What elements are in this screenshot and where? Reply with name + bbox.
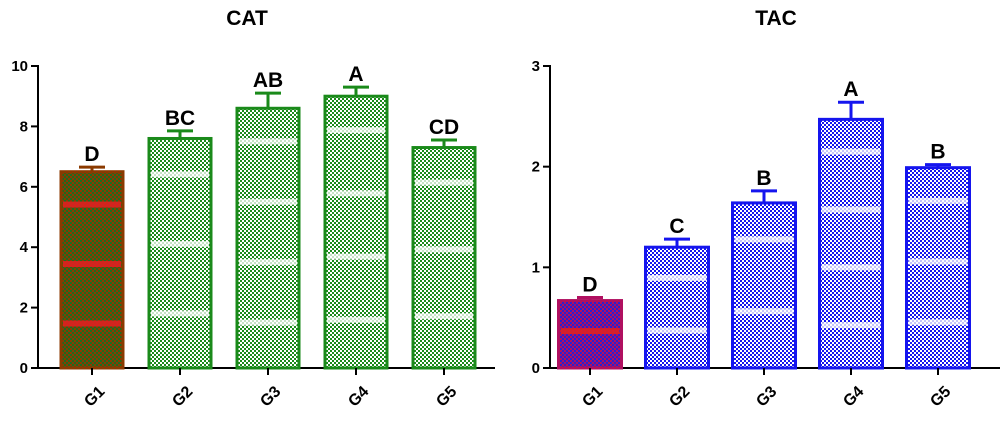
x-tick-label: G1 bbox=[579, 383, 606, 410]
bar-band bbox=[821, 264, 881, 271]
y-tick-label: 8 bbox=[20, 118, 28, 135]
y-tick-label: 2 bbox=[532, 159, 540, 176]
x-tick-label: G3 bbox=[257, 383, 284, 410]
chart-cat: CAT 0 2 4 6 8 10 D G1 BC G2 AB G3 A G4 CD G5 bbox=[11, 7, 495, 410]
bar-band bbox=[239, 198, 297, 205]
bar-band bbox=[151, 310, 209, 317]
bar-band bbox=[734, 236, 794, 243]
significance-label: AB bbox=[253, 69, 283, 92]
bar bbox=[731, 201, 797, 370]
bar-band bbox=[821, 206, 881, 213]
significance-label: B bbox=[930, 141, 945, 164]
bar-band bbox=[239, 319, 297, 326]
significance-label: D bbox=[582, 274, 597, 297]
bar-band bbox=[415, 246, 473, 253]
x-tick-label: G1 bbox=[81, 383, 108, 410]
x-tick-label: G3 bbox=[753, 383, 780, 410]
bar-band bbox=[239, 259, 297, 266]
bar-band bbox=[647, 327, 707, 334]
bar-band bbox=[647, 274, 707, 281]
significance-label: A bbox=[843, 78, 858, 101]
bar-band bbox=[734, 308, 794, 315]
y-tick-label: 1 bbox=[532, 259, 540, 276]
bar-band bbox=[63, 261, 121, 268]
bar bbox=[235, 106, 301, 370]
bar bbox=[905, 166, 971, 370]
significance-label: A bbox=[348, 63, 363, 86]
x-tick-label: G4 bbox=[840, 383, 867, 410]
bar-band bbox=[327, 316, 385, 323]
y-tick-label: 10 bbox=[11, 58, 28, 75]
bar-band bbox=[908, 258, 968, 265]
bar-band bbox=[560, 328, 620, 335]
bar-band bbox=[821, 148, 881, 155]
y-tick-label: 4 bbox=[20, 239, 29, 256]
y-tick-label: 6 bbox=[20, 179, 28, 196]
y-tick-label: 0 bbox=[532, 360, 540, 377]
bar bbox=[644, 245, 710, 370]
bar-band bbox=[327, 190, 385, 197]
bar bbox=[557, 299, 623, 370]
bar-band bbox=[821, 322, 881, 329]
bar-band bbox=[239, 138, 297, 145]
bar bbox=[59, 170, 125, 370]
x-tick-label: G5 bbox=[433, 383, 460, 410]
bar-band bbox=[151, 240, 209, 247]
bar-band bbox=[908, 319, 968, 326]
significance-label: BC bbox=[165, 107, 195, 130]
bar bbox=[323, 94, 389, 370]
chart-tac: TAC 0 1 2 3 D G1 C G2 B G3 A G4 B G5 bbox=[532, 7, 1000, 410]
y-tick-label: 0 bbox=[20, 360, 28, 377]
bar-band bbox=[415, 313, 473, 320]
chart-title: CAT bbox=[226, 7, 268, 30]
bar-band bbox=[63, 201, 121, 208]
bar-band bbox=[151, 171, 209, 178]
bar-band bbox=[327, 253, 385, 260]
x-tick-label: G2 bbox=[169, 383, 196, 410]
x-tick-label: G4 bbox=[345, 383, 372, 410]
y-tick-label: 2 bbox=[20, 300, 28, 317]
significance-label: CD bbox=[429, 116, 459, 139]
chart-title: TAC bbox=[755, 7, 797, 30]
significance-label: B bbox=[756, 167, 771, 190]
x-tick-label: G5 bbox=[927, 383, 954, 410]
x-tick-label: G2 bbox=[666, 383, 693, 410]
bar-band bbox=[63, 320, 121, 327]
bar bbox=[818, 117, 884, 370]
significance-label: D bbox=[84, 143, 99, 166]
bar-band bbox=[908, 197, 968, 204]
bar-band bbox=[415, 179, 473, 186]
bar-band bbox=[327, 127, 385, 134]
y-tick-label: 3 bbox=[532, 58, 540, 75]
significance-label: C bbox=[669, 215, 684, 238]
